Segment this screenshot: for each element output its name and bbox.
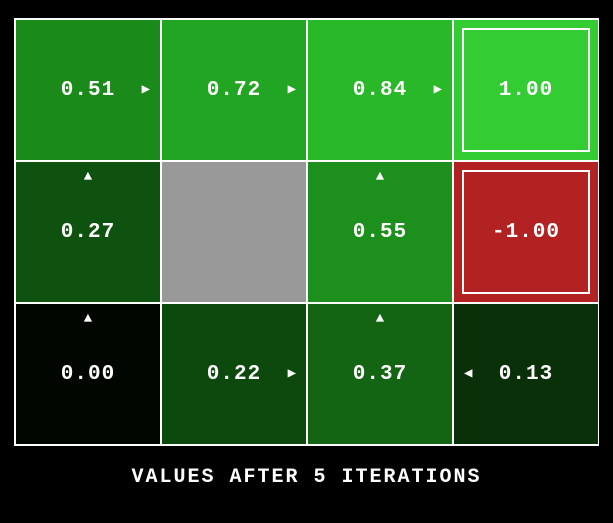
cell-value: 0.13: [499, 363, 553, 386]
arrow-left-icon: ◀: [464, 367, 472, 381]
grid-cell-0-1: 0.72 ▶: [161, 19, 307, 161]
cell-value: 0.72: [207, 79, 261, 102]
cell-value: 0.84: [353, 79, 407, 102]
grid-cell-1-1: [161, 161, 307, 303]
arrow-right-icon: ▶: [288, 367, 296, 381]
arrow-right-icon: ▶: [288, 83, 296, 97]
cell-value: 0.27: [61, 221, 115, 244]
arrow-up-icon: ▲: [376, 170, 384, 184]
cell-value: -1.00: [492, 221, 560, 244]
caption: VALUES AFTER 5 ITERATIONS: [14, 466, 599, 489]
grid-cell-1-2: 0.55 ▲: [307, 161, 453, 303]
cell-value: 0.55: [353, 221, 407, 244]
grid-cell-2-2: 0.37 ▲: [307, 303, 453, 445]
cell-value: 0.37: [353, 363, 407, 386]
arrow-up-icon: ▲: [84, 312, 92, 326]
cell-value: 0.51: [61, 79, 115, 102]
grid-cell-0-3: 1.00: [453, 19, 599, 161]
grid-cell-1-0: 0.27 ▲: [15, 161, 161, 303]
value-grid: 0.51▶0.72▶0.84▶1.000.27▲0.55▲-1.000.00▲0…: [14, 18, 599, 446]
arrow-right-icon: ▶: [142, 83, 150, 97]
cell-value: 0.00: [61, 363, 115, 386]
grid-cell-1-3: -1.00: [453, 161, 599, 303]
arrow-up-icon: ▲: [84, 170, 92, 184]
arrow-right-icon: ▶: [434, 83, 442, 97]
grid-cell-2-1: 0.22 ▶: [161, 303, 307, 445]
grid-cell-2-3: 0.13 ◀: [453, 303, 599, 445]
grid-cell-2-0: 0.00 ▲: [15, 303, 161, 445]
cell-value: 1.00: [499, 79, 553, 102]
grid-cell-0-0: 0.51 ▶: [15, 19, 161, 161]
cell-value: 0.22: [207, 363, 261, 386]
arrow-up-icon: ▲: [376, 312, 384, 326]
grid-cell-0-2: 0.84 ▶: [307, 19, 453, 161]
